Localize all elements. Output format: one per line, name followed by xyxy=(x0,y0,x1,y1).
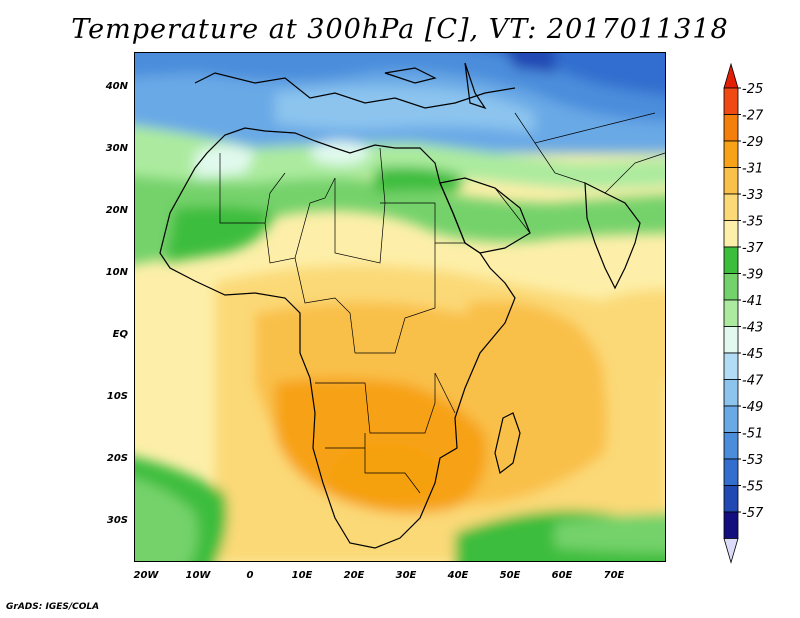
coastline-outline xyxy=(159,62,641,549)
colorbar-tick-label: -33 xyxy=(742,188,763,203)
temperature-map xyxy=(135,53,665,561)
credit-label: GrADS: IGES/COLA xyxy=(6,602,100,612)
colorbar-swatch xyxy=(723,140,739,168)
colorbar-swatch xyxy=(723,114,739,142)
colorbar-swatch xyxy=(723,299,739,327)
colorbar-swatch xyxy=(723,511,739,539)
chart-title: Temperature at 300hPa [C], VT: 201701131… xyxy=(71,14,729,45)
lon-tick-label: 10W xyxy=(186,570,212,581)
colorbar-tick-label: -25 xyxy=(742,82,763,97)
lat-tick-label: 10N xyxy=(106,267,129,278)
lon-axis: 20W 10W 0 10E 20E 30E 40E 50E 60E 70E xyxy=(134,570,625,581)
colorbar-tick-label: -31 xyxy=(742,162,763,177)
lat-axis: 40N 30N 20N 10N EQ 10S 20S 30S xyxy=(105,81,129,526)
colorbar-swatch xyxy=(723,458,739,486)
lon-tick-label: 60E xyxy=(552,570,573,581)
colorbar-swatch xyxy=(723,326,739,354)
colorbar-tick-label: -37 xyxy=(742,241,764,256)
colorbar-swatch xyxy=(723,246,739,274)
colorbar-swatch xyxy=(723,352,739,380)
map-panel xyxy=(134,52,666,562)
lon-tick-label: 70E xyxy=(604,570,625,581)
lat-tick-label: 10S xyxy=(107,391,128,402)
colorbar-tick-label: -35 xyxy=(742,215,763,230)
country-borders xyxy=(219,112,665,494)
colorbar-swatch xyxy=(723,167,739,195)
lat-tick-label: EQ xyxy=(113,329,129,340)
colorbar-tick-label: -57 xyxy=(742,506,764,521)
colorbar-swatch xyxy=(723,432,739,460)
colorbar-tick-label: -29 xyxy=(742,135,763,150)
lat-tick-label: 30S xyxy=(107,515,128,526)
colorbar-swatch xyxy=(723,485,739,513)
colorbar-tick-label: -41 xyxy=(742,294,763,309)
colorbar-tick-label: -51 xyxy=(742,427,763,442)
colorbar-tick-label: -27 xyxy=(742,109,764,124)
colorbar-tick-label: -49 xyxy=(742,400,763,415)
colorbar-swatch xyxy=(723,379,739,407)
colorbar-tick-label: -55 xyxy=(742,480,763,495)
colorbar-tick-label: -45 xyxy=(742,347,763,362)
colorbar-tick-label: -53 xyxy=(742,453,763,468)
colorbar: -25 -27 -29 -31 -33 -35 -37 -39 -41 -43 -45 -47 -49 -… xyxy=(723,62,764,564)
colorbar-swatch xyxy=(723,273,739,301)
colorbar-tick-label: -39 xyxy=(742,268,763,283)
lon-tick-label: 40E xyxy=(447,570,469,581)
colorbar-bottom-arrow xyxy=(723,538,739,564)
colorbar-swatch xyxy=(723,193,739,221)
lon-tick-label: 50E xyxy=(500,570,521,581)
lat-tick-label: 30N xyxy=(106,143,129,154)
lon-tick-label: 20E xyxy=(344,570,365,581)
colorbar-swatch xyxy=(723,87,739,115)
colorbar-tick-label: -43 xyxy=(742,321,763,336)
colorbar-tick-label: -47 xyxy=(742,374,764,389)
lon-tick-label: 10E xyxy=(292,570,313,581)
lon-tick-label: 30E xyxy=(396,570,417,581)
lon-tick-label: 0 xyxy=(247,570,254,581)
temperature-field xyxy=(135,53,665,561)
lat-tick-label: 20N xyxy=(106,205,129,216)
colorbar-swatch xyxy=(723,220,739,248)
colorbar-top-arrow xyxy=(723,62,739,89)
colorbar-swatch xyxy=(723,405,739,433)
lat-tick-label: 40N xyxy=(105,81,129,92)
lon-tick-label: 20W xyxy=(134,570,160,581)
lat-tick-label: 20S xyxy=(107,453,128,464)
